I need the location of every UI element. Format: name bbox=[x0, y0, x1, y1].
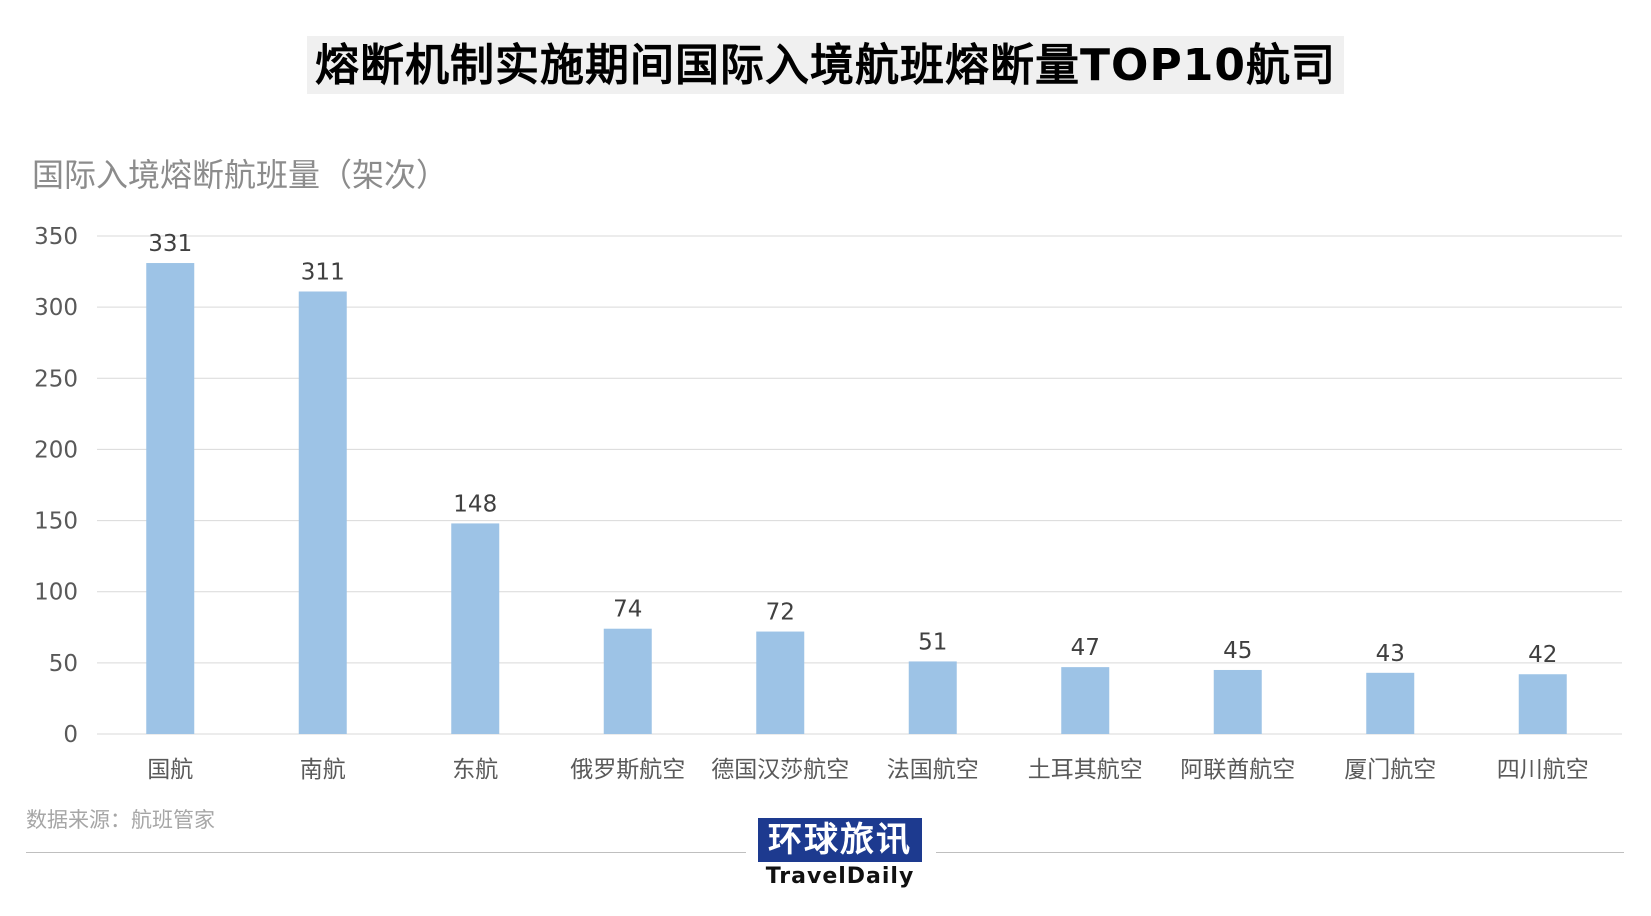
category-label-7: 阿联酋航空 bbox=[1180, 757, 1295, 783]
footer-divider-left bbox=[26, 852, 746, 853]
bar-9 bbox=[1518, 674, 1567, 734]
y-axis-title: 国际入境熔断航班量（架次） bbox=[32, 156, 448, 194]
bar-5 bbox=[908, 661, 957, 734]
bars bbox=[146, 263, 1567, 734]
y-tick-label-200: 200 bbox=[34, 437, 78, 463]
data-label-4: 72 bbox=[766, 600, 795, 626]
category-labels: 国航 南航 东航 俄罗斯航空 德国汉莎航空 法国航空 土耳其航空 阿联酋航空 厦门航空 四川航空 bbox=[147, 757, 1589, 783]
data-label-0: 331 bbox=[148, 231, 192, 257]
chart-title-wrap: 熔断机制实施期间国际入境航班熔断量TOP10航司 bbox=[0, 36, 1651, 94]
y-tick-label-350: 350 bbox=[34, 224, 78, 250]
category-label-2: 东航 bbox=[452, 757, 498, 783]
category-label-9: 四川航空 bbox=[1497, 757, 1589, 783]
y-tick-label-50: 50 bbox=[49, 651, 78, 677]
bar-1 bbox=[298, 291, 347, 734]
logo-english-text: TravelDaily bbox=[765, 864, 915, 889]
bar-2 bbox=[451, 523, 500, 734]
gridlines bbox=[97, 235, 1622, 735]
data-label-6: 47 bbox=[1071, 635, 1100, 661]
source-note: 数据来源：航班管家 bbox=[26, 808, 215, 832]
bar-7 bbox=[1213, 669, 1262, 734]
y-tick-label-300: 300 bbox=[34, 295, 78, 321]
data-label-8: 43 bbox=[1376, 641, 1405, 667]
category-label-0: 国航 bbox=[147, 757, 193, 783]
category-label-1: 南航 bbox=[300, 757, 346, 783]
data-labels: 331 311 148 74 72 51 47 45 43 42 bbox=[148, 231, 1557, 668]
category-label-6: 土耳其航空 bbox=[1028, 757, 1143, 783]
data-label-9: 42 bbox=[1528, 642, 1557, 668]
logo-chinese-text: 环球旅讯 bbox=[758, 818, 922, 862]
data-label-7: 45 bbox=[1223, 638, 1252, 664]
category-label-8: 厦门航空 bbox=[1344, 757, 1436, 783]
category-label-4: 德国汉莎航空 bbox=[711, 757, 849, 783]
data-label-1: 311 bbox=[301, 259, 345, 285]
bar-3 bbox=[603, 628, 652, 734]
y-tick-label-150: 150 bbox=[34, 509, 78, 535]
data-label-2: 148 bbox=[453, 491, 497, 517]
bar-6 bbox=[1061, 667, 1110, 734]
traveldaily-logo: 环球旅讯 TravelDaily bbox=[758, 818, 922, 894]
footer-divider-right bbox=[936, 852, 1624, 853]
y-tick-label-100: 100 bbox=[34, 580, 78, 606]
category-label-5: 法国航空 bbox=[887, 757, 979, 783]
y-tick-labels: 0 50 100 150 200 250 300 350 bbox=[34, 224, 78, 748]
data-label-3: 74 bbox=[613, 597, 642, 623]
data-label-5: 51 bbox=[918, 629, 947, 655]
chart-title: 熔断机制实施期间国际入境航班熔断量TOP10航司 bbox=[307, 36, 1344, 94]
y-tick-label-0: 0 bbox=[63, 722, 78, 748]
bar-0 bbox=[146, 263, 195, 734]
category-label-3: 俄罗斯航空 bbox=[570, 757, 685, 783]
y-tick-label-250: 250 bbox=[34, 366, 78, 392]
bar-4 bbox=[756, 631, 805, 734]
bar-8 bbox=[1366, 672, 1415, 734]
